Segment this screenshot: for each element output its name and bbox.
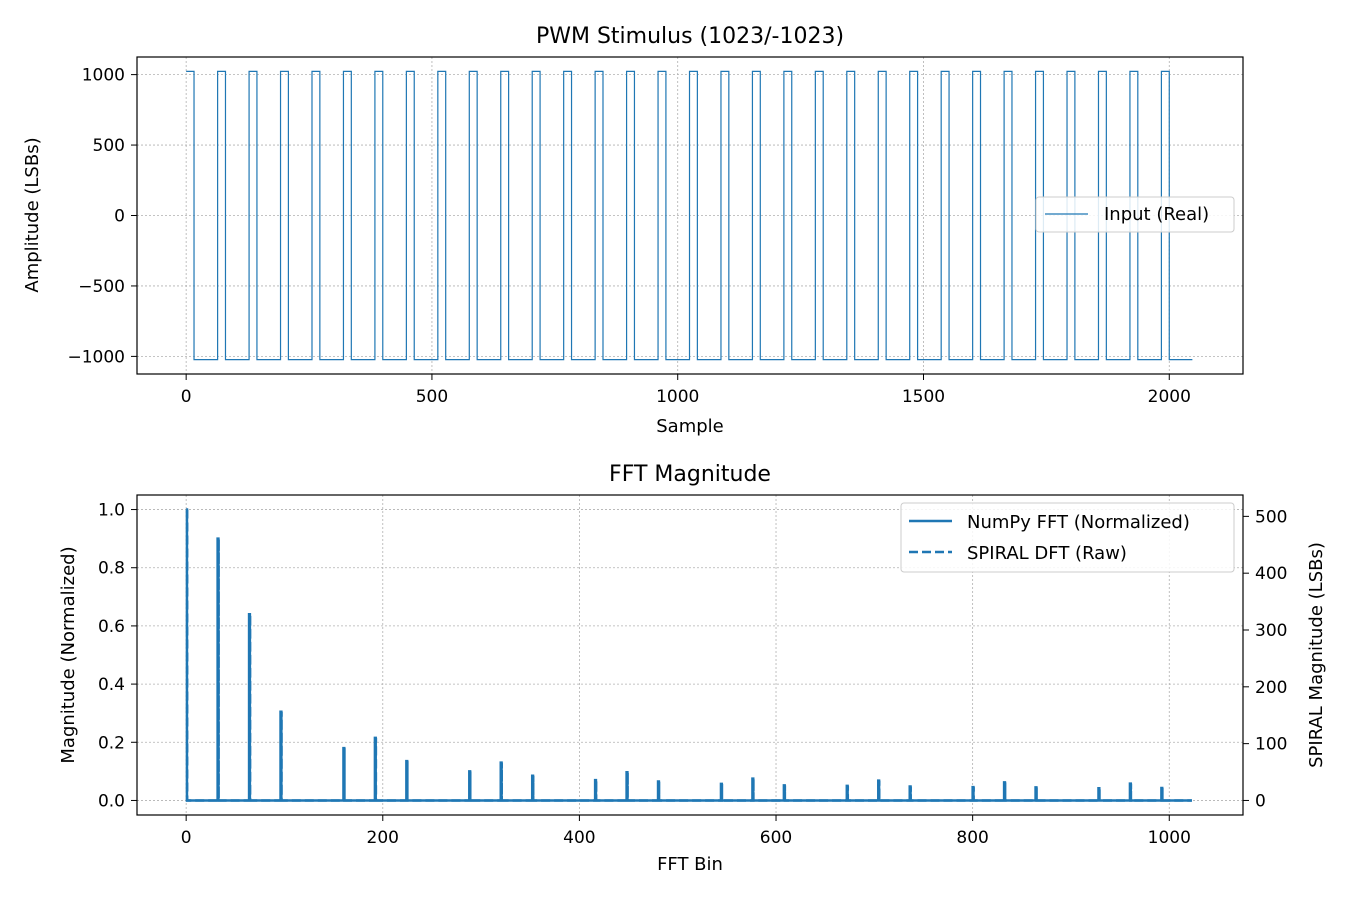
fft-y-right-tick-label: 400 bbox=[1255, 564, 1287, 584]
stimulus-x-tick-label: 1000 bbox=[656, 387, 699, 407]
stimulus-legend: Input (Real) bbox=[1035, 196, 1235, 233]
stimulus-legend-label: Input (Real) bbox=[1104, 204, 1209, 225]
stimulus-title: PWM Stimulus (1023/-1023) bbox=[536, 24, 844, 49]
stimulus-x-tick-label: 0 bbox=[181, 387, 192, 407]
stimulus-y-tick-label: −1000 bbox=[67, 347, 125, 367]
fft-y-right-tick-label: 0 bbox=[1255, 791, 1266, 811]
stimulus-y-tick-label: 0 bbox=[114, 207, 125, 227]
fft-legend-box bbox=[900, 502, 1235, 573]
stimulus-xlabel: Sample bbox=[656, 416, 724, 437]
fft-y-tick-label: 0.0 bbox=[98, 791, 125, 811]
fft-axes-frame bbox=[136, 494, 1244, 816]
fft-y-right-tick-label: 100 bbox=[1255, 735, 1287, 755]
fft-panel: FFT Magnitude 0 200 400 600 800 10000.00.20.4… bbox=[58, 462, 1327, 875]
fft-x-tick-label: 600 bbox=[760, 828, 792, 848]
fft-legend-label-spiral: SPIRAL DFT (Raw) bbox=[967, 543, 1127, 564]
stimulus-x-tick-label: 500 bbox=[416, 387, 448, 407]
fft-y-tick-label: 0.4 bbox=[98, 675, 125, 695]
fft-legend-label-numpy: NumPy FFT (Normalized) bbox=[967, 512, 1190, 533]
stimulus-ylabel: Amplitude (LSBs) bbox=[22, 137, 43, 292]
fft-legend: NumPy FFT (Normalized) SPIRAL DFT (Raw) bbox=[900, 502, 1235, 573]
stimulus-series bbox=[186, 70, 1193, 361]
stimulus-panel: PWM Stimulus (1023/-1023) 0 500 1000 1500 20… bbox=[22, 24, 1244, 437]
fft-ticks: 0 200 400 600 800 1000 0.0 0.2 0.4 0.6 0.8 1.0 0 100 2… bbox=[98, 501, 1288, 848]
fft-y-right-tick-label: 300 bbox=[1255, 621, 1287, 641]
fft-x-tick-label: 400 bbox=[563, 828, 595, 848]
stimulus-legend-box bbox=[1035, 196, 1235, 233]
fft-y-right-tick-label: 500 bbox=[1255, 507, 1287, 527]
fft-ylabel-right: SPIRAL Magnitude (LSBs) bbox=[1306, 542, 1327, 768]
fft-series bbox=[185, 508, 1192, 802]
fft-x-tick-label: 800 bbox=[956, 828, 988, 848]
stimulus-ticks: 0 500 1000 1500 2000 1000 500 0 −500 −1000 bbox=[67, 66, 1190, 407]
stimulus-y-tick-label: −500 bbox=[78, 277, 125, 297]
fft-x-tick-label: 0 bbox=[181, 828, 192, 848]
stimulus-x-tick-label: 1500 bbox=[902, 387, 945, 407]
fft-xlabel: FFT Bin bbox=[657, 854, 723, 875]
stimulus-line bbox=[186, 70, 1193, 361]
fft-x-tick-label: 200 bbox=[367, 828, 399, 848]
fft-y-tick-label: 0.2 bbox=[98, 733, 125, 753]
stimulus-x-tick-label: 2000 bbox=[1148, 387, 1191, 407]
spiral-dft-line bbox=[185, 509, 1192, 802]
fft-y-tick-label: 1.0 bbox=[98, 501, 125, 521]
stimulus-y-tick-label: 500 bbox=[93, 136, 125, 156]
fft-ylabel: Magnitude (Normalized) bbox=[58, 546, 79, 763]
stimulus-y-tick-label: 1000 bbox=[82, 66, 125, 86]
fft-y-tick-label: 0.6 bbox=[98, 617, 125, 637]
fft-x-tick-label: 1000 bbox=[1148, 828, 1191, 848]
fft-y-tick-label: 0.8 bbox=[98, 559, 125, 579]
fft-title: FFT Magnitude bbox=[609, 462, 771, 487]
fft-y-right-tick-label: 200 bbox=[1255, 678, 1287, 698]
